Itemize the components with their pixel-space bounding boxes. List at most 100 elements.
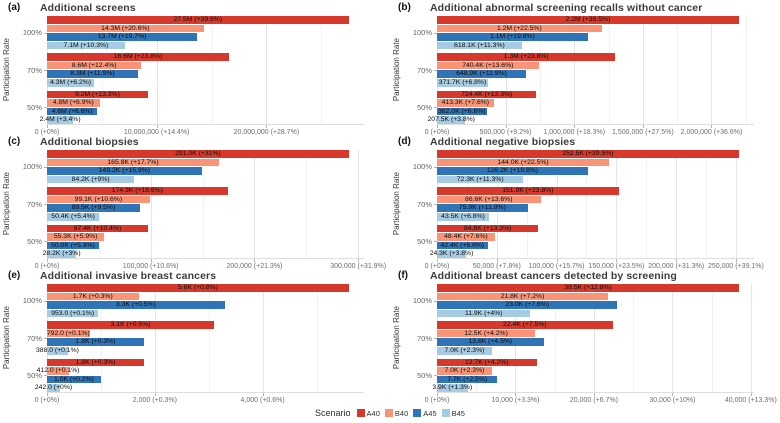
bar-group-70%: 1.3M (+23.8%) 740.4K (+13.6%) 648.9K (+11.… bbox=[437, 53, 754, 87]
panel-title-f: Additional breast cancers detected by sc… bbox=[430, 270, 677, 282]
y-tick-100%: 100% bbox=[412, 162, 432, 172]
x-tick-label: 20,000 (+6.7%) bbox=[569, 397, 618, 404]
gridline-minor bbox=[554, 284, 556, 392]
gridline-minor bbox=[211, 16, 213, 124]
bar-A45-50% bbox=[47, 107, 98, 116]
panels-grid: (a) Additional screens Participation Rate 1… bbox=[0, 2, 780, 404]
gridline-major bbox=[254, 150, 256, 258]
y-tick-mark bbox=[434, 70, 437, 71]
gridline-major bbox=[47, 150, 48, 258]
x-tick-label: 1,500,000 (+27.5%) bbox=[612, 129, 674, 136]
bar-row-B45-100%: 84.2K (+9%) bbox=[47, 175, 364, 184]
bar-row-B40-100%: 144.0K (+22.5%) bbox=[437, 158, 754, 167]
bar-A40-100% bbox=[437, 284, 740, 292]
bar-A40-100% bbox=[47, 16, 349, 24]
bar-B45-50% bbox=[437, 250, 467, 258]
bar-row-A45-70%: 8.3M (+11.9%) bbox=[47, 70, 364, 79]
bar-row-B45-100%: 7.1M (+10.3%) bbox=[47, 41, 364, 50]
y-axis-title-d: Participation Rate bbox=[390, 150, 403, 258]
plot-column-b: 2.2M (+39.5%) 1.2M (+22.5%) 1.1M (+19.8%) 6… bbox=[425, 16, 754, 138]
bar-row-A45-50%: 50.0K (+5.3%) bbox=[47, 241, 364, 250]
legend-swatch-A40 bbox=[356, 409, 365, 417]
x-tick-label: 10,000 (+3.3%) bbox=[491, 397, 540, 404]
y-tick-mark bbox=[434, 241, 437, 243]
bar-row-A45-70%: 89.5K (+9.5%) bbox=[47, 204, 364, 213]
plot-column-f: 38.5K (+12.8%) 21.8K (+7.2%) 23.0K (+7.6%)… bbox=[425, 284, 777, 406]
gridline-major bbox=[642, 16, 644, 124]
legend-item-B40: B40 bbox=[384, 409, 408, 418]
bar-row-B40-70%: 8.6M (+12.4%) bbox=[47, 61, 364, 70]
x-tick-label: 100,000 (+10.6%) bbox=[122, 263, 179, 270]
bar-value-label-A40-70%: 1.3M (+23.8%) bbox=[503, 53, 549, 61]
bar-value-label-B45-100%: 618.1K (+11.3%) bbox=[454, 41, 505, 49]
gridline-minor bbox=[100, 284, 102, 392]
x-tick-mark bbox=[437, 125, 438, 128]
bar-A40-50% bbox=[47, 224, 149, 233]
bar-row-B45-50%: 2.4M (+3.4%) bbox=[40, 116, 364, 124]
y-ticks-b: 100% 70% 50% bbox=[403, 16, 437, 124]
bar-B45-70% bbox=[437, 213, 490, 221]
bar-row-B40-70%: 12.5K (+4.2%) bbox=[437, 329, 754, 338]
y-tick-mark bbox=[44, 70, 47, 71]
bar-value-label-B45-50%: 24.3K (+3.8%) bbox=[429, 250, 474, 258]
bar-value-label-A45-70%: 75.9K (+11.9%) bbox=[458, 204, 506, 212]
x-tick-mark bbox=[642, 125, 644, 128]
bar-row-B40-70%: 99.1K (+10.6%) bbox=[47, 195, 364, 204]
bar-row-B45-70%: 4.3M (+6.2%) bbox=[47, 79, 364, 87]
bar-A40-50% bbox=[47, 358, 145, 367]
bar-value-label-A40-50%: 97.4K (+10.4%) bbox=[73, 224, 122, 232]
bar-value-label-B40-50%: 4.8M (+6.9%) bbox=[52, 99, 94, 107]
x-axis-c: 0 (+0%) 100,000 (+10.6%) 200,000 (+21.3%) 3… bbox=[35, 259, 386, 272]
gridline-minor bbox=[476, 284, 478, 392]
y-axis-title-text-c: Participation Rate bbox=[2, 172, 11, 236]
bar-row-A45-50%: 4.6M (+6.6%) bbox=[47, 107, 364, 116]
bar-A45-50% bbox=[437, 375, 498, 384]
bar-group-70%: 3.1K (+0.5%) 792.0 (+0.1%) 1.8K (+0.3%) 388… bbox=[36, 321, 364, 355]
bar-A45-100% bbox=[437, 33, 588, 41]
panel-body-e: Participation Rate 100% 70% 50% 5.6K (+0.8%)… bbox=[0, 284, 390, 406]
bar-row-B45-100%: 72.3K (+11.3%) bbox=[437, 175, 754, 184]
bar-row-B40-70%: 740.4K (+13.6%) bbox=[437, 61, 754, 70]
bar-group-70%: 16.6M (+23.8%) 8.6M (+12.4%) 8.3M (+11.9%)… bbox=[47, 53, 364, 87]
bar-B45-100% bbox=[437, 309, 531, 318]
bar-A45-70% bbox=[437, 70, 527, 79]
bar-row-A45-70%: 75.9K (+11.9%) bbox=[437, 204, 754, 213]
plot-column-e: 5.6K (+0.8%) 1.7K (+0.3%) 3.3K (+0.5%) 953.… bbox=[35, 284, 364, 406]
bar-value-label-B40-100%: 1.2M (+22.5%) bbox=[496, 24, 542, 32]
panel-letter-a: (a) bbox=[8, 2, 21, 13]
panel-letter-e: (e) bbox=[8, 270, 21, 281]
bar-A45-50% bbox=[47, 241, 99, 250]
x-tick-mark bbox=[262, 393, 264, 396]
bar-row-A40-100%: 2.2M (+39.5%) bbox=[437, 16, 754, 24]
gridline-minor bbox=[202, 150, 204, 258]
bar-value-label-A40-50%: 84.8K (+13.3%) bbox=[463, 224, 512, 232]
y-tick-mark bbox=[434, 32, 437, 34]
bar-row-A40-50%: 724.4K (+13.3%) bbox=[437, 90, 754, 99]
x-tick-mark bbox=[47, 393, 48, 396]
bar-B40-70% bbox=[437, 329, 536, 338]
gridline-minor bbox=[706, 150, 708, 258]
y-tick-mark bbox=[434, 166, 437, 168]
panel-title-e: Additional invasive breast cancers bbox=[40, 270, 217, 282]
x-axis-d: 0 (+0%) 50,000 (+7.8%) 100,000 (+15.7%) 150… bbox=[425, 259, 764, 272]
gridline-major bbox=[156, 16, 158, 124]
gridline-major bbox=[437, 284, 438, 392]
x-tick-label: 300,000 (+31.9%) bbox=[330, 263, 387, 270]
bar-row-B40-100%: 1.2M (+22.5%) bbox=[437, 24, 754, 33]
gridline-minor bbox=[633, 284, 635, 392]
bar-B45-100% bbox=[437, 41, 522, 50]
y-axis-title-text-a: Participation Rate bbox=[2, 38, 11, 102]
x-tick-mark bbox=[154, 393, 156, 396]
y-tick-70%: 70% bbox=[26, 65, 42, 75]
gridline-major bbox=[711, 16, 713, 124]
y-tick-70%: 70% bbox=[416, 333, 432, 343]
y-tick-mark bbox=[44, 107, 47, 109]
x-tick-label: 0 (+0%) bbox=[34, 129, 60, 136]
y-ticks-a: 100% 70% 50% bbox=[13, 16, 47, 124]
y-tick-50%: 50% bbox=[416, 102, 432, 112]
plot-column-c: 291.0K (+31%) 165.8K (+17.7%) 149.2K (+15.… bbox=[35, 150, 386, 272]
bar-value-label-B45-50%: 242.0 (+0%) bbox=[34, 384, 73, 392]
legend-swatch-B40 bbox=[384, 409, 393, 417]
gridline-major bbox=[266, 16, 268, 124]
bar-value-label-A45-70%: 648.9K (+11.9%) bbox=[456, 70, 507, 78]
